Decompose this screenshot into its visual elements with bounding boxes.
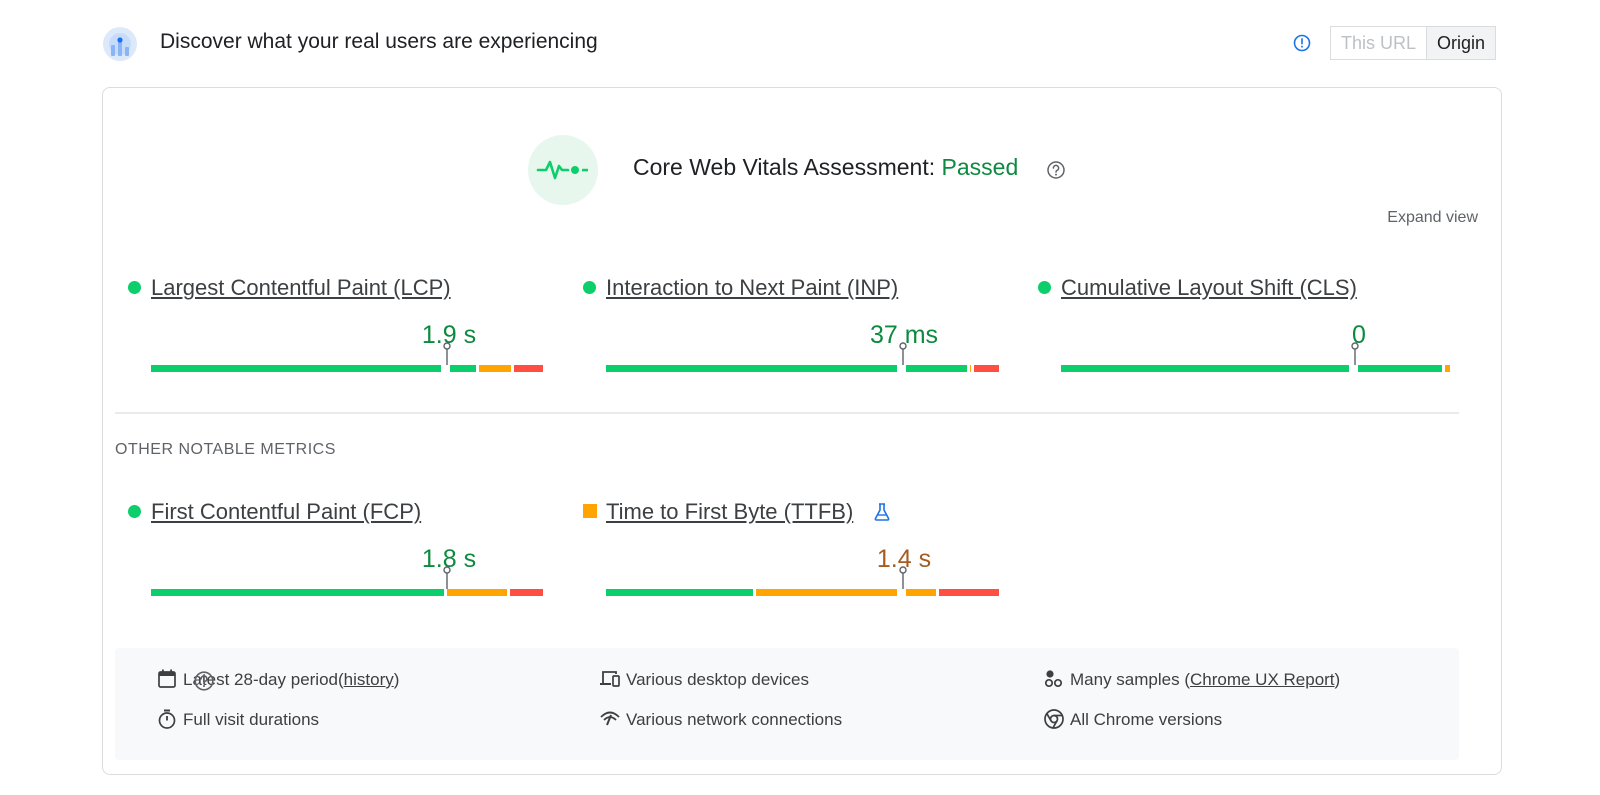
- cwv-assessment-label: Core Web Vitals Assessment:: [633, 154, 936, 180]
- pulse-icon: [536, 160, 588, 180]
- durations-label: Full visit durations: [183, 710, 320, 729]
- p75-marker-icon: [899, 342, 907, 365]
- p75-marker-icon: [443, 566, 451, 589]
- flask-icon[interactable]: [873, 502, 891, 522]
- poor-segment: [514, 365, 543, 372]
- cwv-assessment-title: Core Web Vitals Assessment: Passed: [633, 154, 1018, 181]
- devices-icon: [600, 671, 620, 687]
- needs-improvement-segment: [906, 589, 936, 596]
- this-url-button[interactable]: This URL: [1330, 26, 1428, 60]
- stopwatch-icon: [158, 709, 176, 729]
- samples-icon: [1044, 670, 1063, 688]
- distribution-bar: [151, 589, 546, 596]
- data-source-footer: Latest 28-day period (history) Various de…: [115, 648, 1459, 760]
- cwv-assessment-status: Passed: [941, 154, 1019, 180]
- chrome-icon: [1044, 709, 1064, 729]
- distribution-bar: [606, 365, 1002, 372]
- needs-improvement-segment: [478, 365, 512, 372]
- metric-name[interactable]: First Contentful Paint (FCP): [151, 499, 422, 524]
- metric-name[interactable]: Cumulative Layout Shift (CLS): [1061, 275, 1357, 300]
- metric-lcp: Largest Contentful Paint (LCP) 1.9 s: [128, 275, 548, 385]
- metric-cls: Cumulative Layout Shift (CLS) 0: [1038, 275, 1458, 385]
- good-segment: [151, 365, 442, 372]
- help-circle-icon[interactable]: [193, 670, 215, 692]
- network-label: Various network connections: [626, 710, 843, 729]
- poor-segment: [974, 365, 999, 372]
- distribution-bar: [151, 365, 546, 372]
- devices-label: Various desktop devices: [626, 670, 810, 689]
- poor-segment: [938, 589, 999, 596]
- good-status-dot: [128, 281, 141, 294]
- crux-logo-icon: [103, 27, 137, 61]
- url-origin-toggle: This URL Origin: [1330, 26, 1497, 60]
- section-divider: [115, 412, 1459, 414]
- p75-marker-icon: [899, 566, 907, 589]
- metric-inp: Interaction to Next Paint (INP) 37 ms: [583, 275, 1003, 385]
- good-segment: [606, 365, 897, 372]
- metric-ttfb: Time to First Byte (TTFB) 1.4 s: [583, 499, 1003, 609]
- network-icon: [600, 711, 620, 726]
- info-icon[interactable]: [1293, 34, 1311, 52]
- expand-view-link[interactable]: Expand view: [1387, 209, 1478, 226]
- good-status-dot: [583, 281, 596, 294]
- field-data-card: Core Web Vitals Assessment: Passed Expan…: [102, 87, 1502, 775]
- metric-name[interactable]: Time to First Byte (TTFB): [606, 499, 854, 524]
- metric-value: 0: [1352, 321, 1366, 349]
- needs-improvement-segment: [756, 589, 897, 596]
- good-segment: [1358, 365, 1443, 372]
- distribution-bar: [1061, 365, 1453, 372]
- needs-improvement-segment: [1445, 365, 1450, 372]
- p75-marker-icon: [1351, 342, 1359, 365]
- history-link[interactable]: history: [343, 670, 394, 689]
- distribution-bar: [606, 589, 1002, 596]
- good-segment: [606, 589, 754, 596]
- good-segment: [450, 365, 476, 372]
- origin-button[interactable]: Origin: [1427, 26, 1497, 60]
- samples-suffix: ): [1334, 670, 1341, 689]
- good-status-dot: [1038, 281, 1051, 294]
- good-status-dot: [128, 505, 141, 518]
- chrome-ux-report-link[interactable]: Chrome UX Report: [1189, 670, 1335, 689]
- samples-prefix: Many samples (: [1070, 670, 1190, 689]
- help-circle-icon[interactable]: [1046, 160, 1066, 180]
- good-segment: [151, 589, 445, 596]
- period-label: Latest 28-day period: [183, 670, 338, 689]
- metric-name[interactable]: Largest Contentful Paint (LCP): [151, 275, 451, 300]
- needs-improvement-segment: [970, 365, 972, 372]
- metric-name[interactable]: Interaction to Next Paint (INP): [606, 275, 899, 300]
- report-header: Discover what your real users are experi…: [102, 24, 1502, 64]
- needs-improvement-status-square: [583, 504, 597, 518]
- good-segment: [1061, 365, 1349, 372]
- cwv-badge: [528, 135, 598, 205]
- poor-segment: [510, 589, 543, 596]
- needs-improvement-segment: [447, 589, 508, 596]
- calendar-icon: [158, 669, 176, 688]
- other-metrics-heading: OTHER NOTABLE METRICS: [115, 441, 336, 458]
- versions-label: All Chrome versions: [1070, 710, 1223, 729]
- page-title: Discover what your real users are experi…: [160, 30, 598, 53]
- metric-fcp: First Contentful Paint (FCP) 1.8 s: [128, 499, 548, 609]
- p75-marker-icon: [443, 342, 451, 365]
- good-segment: [906, 365, 968, 372]
